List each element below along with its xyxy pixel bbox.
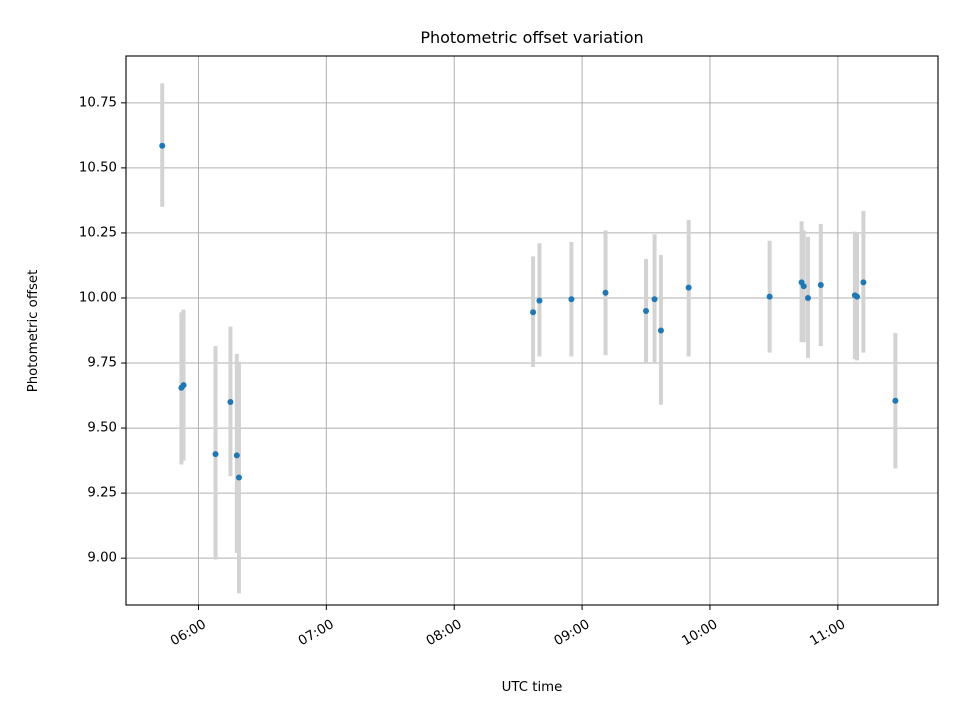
y-tick-label: 9.00 [87, 551, 117, 566]
chart-title: Photometric offset variation [420, 28, 643, 47]
y-axis-ticks: 9.00 9.25 9.50 9.75 10.00 10.25 10.50 10.75 [79, 95, 126, 566]
data-point [233, 452, 240, 459]
data-point [685, 284, 692, 291]
data-point [766, 293, 773, 300]
data-point [568, 296, 575, 303]
y-tick-label: 9.25 [87, 486, 117, 501]
data-point [180, 382, 187, 389]
data-point [657, 327, 664, 334]
y-tick-label: 10.00 [79, 290, 117, 305]
data-point [651, 296, 658, 303]
data-point [227, 399, 234, 406]
data-point [800, 283, 807, 290]
data-points [159, 142, 899, 481]
data-point [212, 451, 219, 458]
data-point [804, 294, 811, 301]
y-tick-label: 10.50 [79, 160, 117, 175]
data-point [854, 293, 861, 300]
data-point [159, 142, 166, 149]
data-point [892, 397, 899, 404]
data-point [536, 297, 543, 304]
plot-area-frame [125, 55, 939, 606]
data-point [643, 307, 650, 314]
data-point [602, 289, 609, 296]
y-axis-label: Photometric offset [26, 270, 41, 393]
data-point [817, 281, 824, 288]
y-tick-label: 10.75 [79, 95, 117, 110]
grid-lines [126, 56, 938, 605]
y-tick-label: 9.75 [87, 356, 117, 371]
y-tick-label: 10.25 [79, 225, 117, 240]
y-tick-label: 9.50 [87, 421, 117, 436]
data-point [235, 474, 242, 481]
data-point [860, 279, 867, 286]
x-axis-label: UTC time [502, 680, 563, 695]
data-point [530, 309, 537, 316]
